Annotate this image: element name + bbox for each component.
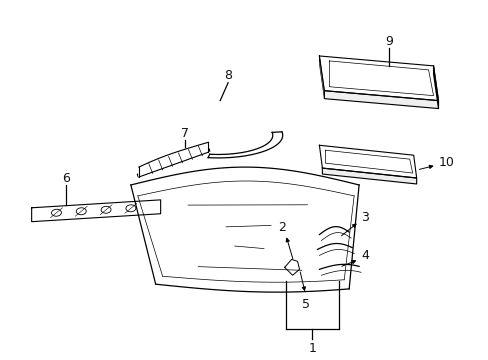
Polygon shape bbox=[319, 56, 324, 99]
Ellipse shape bbox=[126, 205, 136, 212]
Ellipse shape bbox=[51, 209, 61, 216]
Text: 9: 9 bbox=[384, 35, 392, 48]
Text: 8: 8 bbox=[224, 69, 232, 82]
Polygon shape bbox=[324, 91, 438, 109]
Polygon shape bbox=[32, 200, 161, 222]
Text: 5: 5 bbox=[301, 297, 309, 311]
Text: 6: 6 bbox=[62, 171, 70, 185]
Text: 3: 3 bbox=[360, 211, 368, 224]
Polygon shape bbox=[131, 167, 358, 292]
Text: 4: 4 bbox=[360, 249, 368, 262]
Polygon shape bbox=[319, 56, 438, 100]
Polygon shape bbox=[433, 66, 438, 109]
Ellipse shape bbox=[76, 208, 86, 215]
Text: 2: 2 bbox=[277, 221, 285, 234]
Text: 7: 7 bbox=[181, 127, 189, 140]
Polygon shape bbox=[319, 145, 416, 178]
Text: 1: 1 bbox=[308, 342, 316, 355]
Polygon shape bbox=[208, 132, 282, 158]
Polygon shape bbox=[139, 142, 208, 177]
Ellipse shape bbox=[101, 206, 111, 213]
Polygon shape bbox=[322, 168, 416, 184]
Text: 10: 10 bbox=[438, 156, 453, 168]
Polygon shape bbox=[284, 260, 299, 275]
